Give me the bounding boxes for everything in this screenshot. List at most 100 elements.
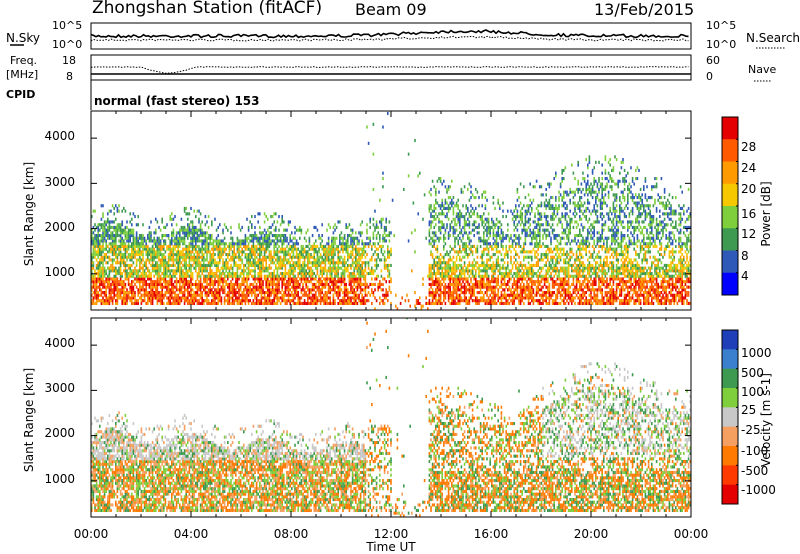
power-cell bbox=[473, 196, 475, 200]
power-cell bbox=[499, 236, 501, 240]
power-cell bbox=[92, 239, 95, 243]
power-cell bbox=[251, 250, 253, 254]
power-cell bbox=[323, 299, 325, 303]
power-cell bbox=[199, 282, 202, 287]
power-cell bbox=[494, 253, 496, 257]
power-cell bbox=[334, 239, 336, 243]
power-cell bbox=[124, 225, 127, 230]
power-cell bbox=[177, 242, 179, 246]
power-cell bbox=[156, 266, 159, 270]
power-cell bbox=[479, 274, 482, 278]
power-cell bbox=[102, 258, 104, 262]
power-cell bbox=[385, 280, 387, 284]
power-cell bbox=[123, 239, 125, 243]
power-cell bbox=[126, 255, 128, 259]
power-cell bbox=[251, 291, 253, 295]
power-cell bbox=[204, 242, 207, 246]
power-cell bbox=[278, 285, 280, 289]
power-cell bbox=[484, 274, 487, 278]
power-cell bbox=[385, 293, 387, 297]
power-cell bbox=[123, 282, 125, 287]
power-cell bbox=[302, 272, 304, 276]
power-cell bbox=[219, 280, 221, 284]
power-cell bbox=[278, 250, 280, 254]
power-cell bbox=[487, 217, 490, 221]
power-cell bbox=[331, 288, 333, 292]
power-cell bbox=[108, 258, 111, 262]
power-cell bbox=[206, 231, 208, 235]
power-cell bbox=[452, 217, 455, 221]
power-cell bbox=[201, 293, 203, 297]
power-cell bbox=[295, 250, 298, 254]
power-cell bbox=[459, 212, 461, 216]
power-cell bbox=[188, 293, 191, 297]
power-cell bbox=[273, 220, 275, 224]
power-cell bbox=[486, 261, 488, 265]
power-cell bbox=[508, 293, 511, 297]
power-cell bbox=[159, 258, 162, 262]
power-cell bbox=[215, 296, 218, 300]
power-cell bbox=[105, 244, 107, 249]
power-cell bbox=[207, 282, 210, 287]
power-cell bbox=[265, 296, 267, 300]
power-cell bbox=[278, 296, 280, 300]
power-cell bbox=[174, 242, 176, 246]
power-cell bbox=[91, 253, 93, 257]
power-cell bbox=[105, 296, 107, 300]
power-cell bbox=[159, 253, 162, 257]
power-cell bbox=[172, 285, 175, 289]
power-cell bbox=[348, 280, 351, 284]
power-cell bbox=[177, 299, 179, 303]
power-cell bbox=[175, 236, 178, 240]
power-cell bbox=[433, 263, 435, 268]
power-cell bbox=[211, 291, 213, 295]
power-cell bbox=[115, 288, 117, 292]
power-cell bbox=[151, 263, 154, 268]
power-cell bbox=[438, 190, 440, 194]
power-cell bbox=[492, 236, 495, 240]
power-cell bbox=[212, 250, 215, 254]
power-cell bbox=[435, 217, 437, 221]
power-cell bbox=[281, 247, 283, 251]
power-cell bbox=[387, 234, 389, 238]
power-cell bbox=[329, 244, 331, 249]
power-cell bbox=[491, 285, 493, 289]
power-cell bbox=[455, 282, 458, 287]
power-cell bbox=[140, 266, 143, 270]
power-cell bbox=[379, 234, 381, 238]
power-cell bbox=[129, 274, 131, 278]
power-cell bbox=[140, 272, 143, 276]
power-cell bbox=[255, 261, 258, 265]
power-cell bbox=[473, 274, 475, 278]
power-cell bbox=[473, 299, 475, 303]
power-cell bbox=[345, 282, 347, 287]
power-cell bbox=[460, 288, 463, 292]
power-cell bbox=[292, 261, 295, 265]
power-cell bbox=[127, 280, 130, 284]
power-cell bbox=[91, 239, 93, 243]
power-cell bbox=[449, 277, 451, 281]
power-cell bbox=[127, 266, 130, 270]
power-cell bbox=[135, 274, 138, 278]
power-cell bbox=[273, 280, 275, 284]
power-cell bbox=[431, 288, 434, 292]
power-cell bbox=[313, 242, 315, 246]
power-cell bbox=[239, 282, 242, 287]
power-cell bbox=[281, 242, 283, 246]
power-cell bbox=[145, 282, 147, 287]
power-cell bbox=[236, 269, 239, 273]
power-cell bbox=[502, 244, 504, 249]
power-cell bbox=[260, 288, 263, 292]
power-cell bbox=[414, 291, 416, 295]
power-cell bbox=[507, 293, 509, 297]
power-cell bbox=[99, 258, 101, 262]
power-cell bbox=[233, 255, 235, 259]
power-cell bbox=[151, 247, 154, 251]
power-cell bbox=[452, 225, 455, 230]
power-cell bbox=[175, 239, 178, 243]
power-cell bbox=[342, 244, 344, 249]
power-cell bbox=[203, 269, 205, 273]
power-cell bbox=[255, 296, 258, 300]
power-cell bbox=[475, 301, 477, 306]
